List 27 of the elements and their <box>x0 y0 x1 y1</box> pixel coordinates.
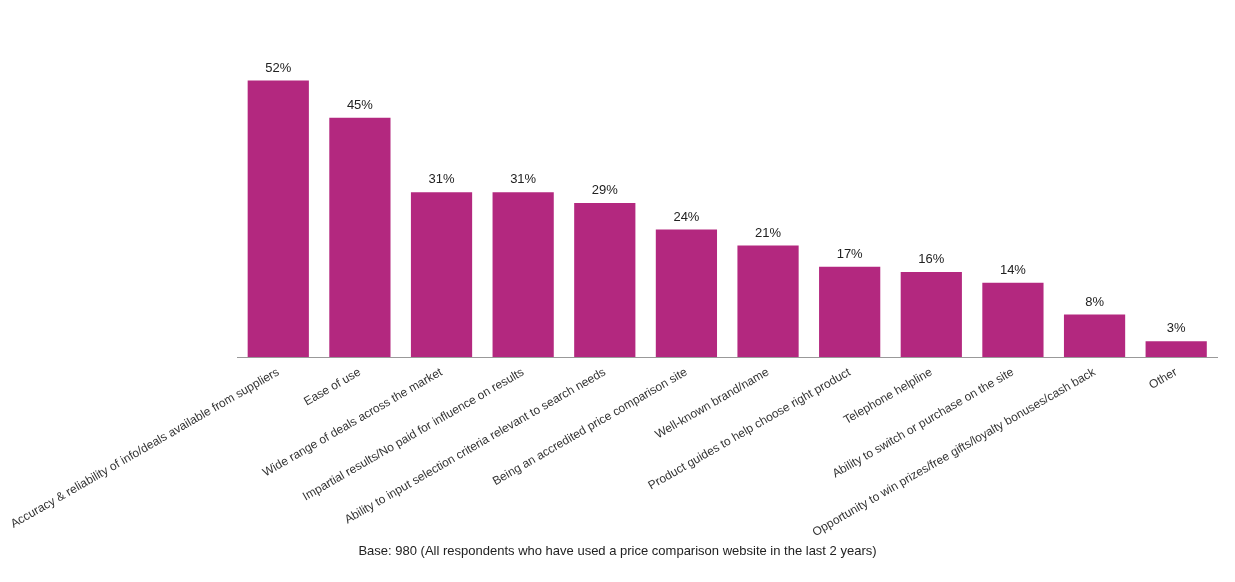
text: Base: 980 (All respondents who have used a price comparison website in the last 2 years) <box>357 543 878 558</box>
bar <box>574 202 636 358</box>
bar <box>329 117 391 358</box>
data-label: 31% <box>428 171 455 187</box>
bar <box>655 229 718 358</box>
bar <box>410 192 473 358</box>
data-label: 52% <box>265 59 292 75</box>
data-label: 8% <box>1085 293 1105 309</box>
x-tick-label: Other <box>1146 364 1180 392</box>
bar <box>737 245 799 358</box>
data-label: 31% <box>510 171 537 187</box>
data-label: 21% <box>755 224 782 240</box>
data-label: 3% <box>1166 320 1187 336</box>
bar <box>900 272 962 358</box>
bar <box>1063 314 1126 358</box>
data-label: 24% <box>673 208 700 224</box>
bar <box>982 282 1044 358</box>
data-label: 45% <box>346 96 374 112</box>
bar <box>492 192 554 358</box>
bar <box>247 80 309 358</box>
x-tick-label: Ease of use <box>301 364 364 409</box>
data-label: 29% <box>591 181 619 197</box>
data-label: 17% <box>836 245 864 261</box>
bar <box>1145 341 1207 358</box>
bar <box>819 266 881 358</box>
data-label: 14% <box>999 261 1027 277</box>
data-label: 16% <box>918 251 945 267</box>
